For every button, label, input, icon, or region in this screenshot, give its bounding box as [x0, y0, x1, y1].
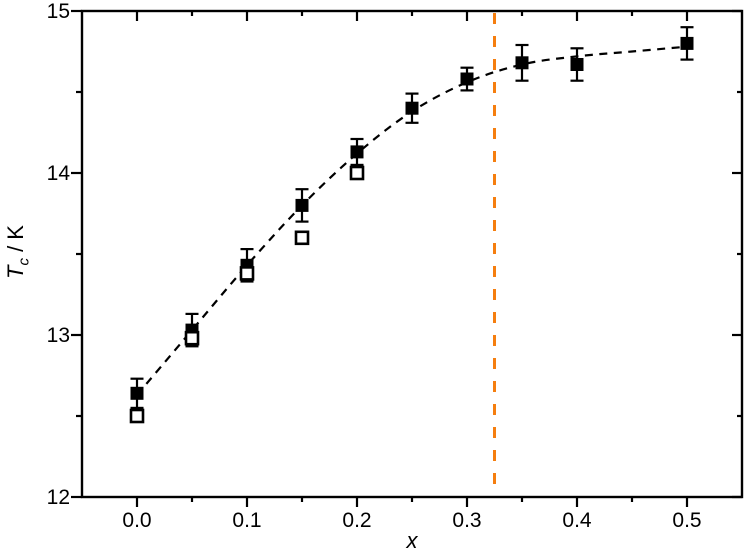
- data-point-open-square: [129, 408, 145, 424]
- x-tick-label: 0.2: [342, 509, 371, 532]
- x-tick-label: 0.5: [672, 509, 701, 532]
- data-point-filled-square: [515, 56, 529, 70]
- x-tick-label: 0.1: [232, 509, 261, 532]
- data-point-filled-square: [570, 58, 584, 71]
- y-tick-label: 13: [47, 324, 70, 347]
- x-tick-label: 0.3: [452, 509, 481, 532]
- x-axis-title: x: [406, 528, 418, 553]
- data-point-filled-square: [130, 386, 144, 400]
- y-tick-label: 15: [47, 0, 70, 23]
- y-axis-subscript: c: [15, 258, 33, 266]
- data-point-open-square: [239, 266, 255, 281]
- y-tick-label: 12: [47, 486, 70, 509]
- data-point-filled-square: [680, 36, 694, 50]
- data-point-open-square: [184, 330, 200, 346]
- y-axis-suffix: / K: [3, 225, 28, 259]
- plot-frame: [80, 9, 744, 499]
- data-point-open-square: [294, 230, 310, 246]
- x-tick-label: 0.4: [562, 509, 592, 532]
- y-axis-symbol: T: [3, 265, 28, 279]
- data-point-open-square: [349, 165, 365, 181]
- y-tick-label: 14: [47, 162, 71, 185]
- data-point-filled-square: [405, 101, 419, 115]
- x-tick-label: 0.0: [122, 509, 151, 532]
- data-point-filled-square: [350, 145, 364, 159]
- data-point-filled-square: [295, 198, 309, 212]
- data-point-filled-square: [460, 72, 474, 86]
- y-axis-title: Tc / K: [3, 225, 33, 279]
